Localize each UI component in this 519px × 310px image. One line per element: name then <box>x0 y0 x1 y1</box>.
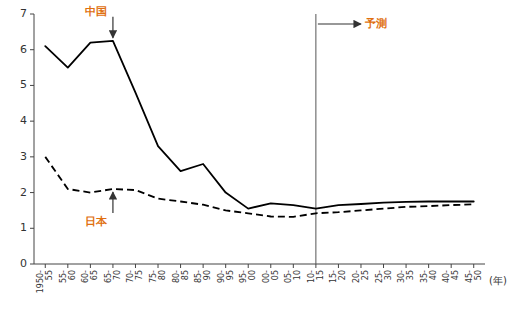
x-tick-label: 40-45 <box>442 270 460 283</box>
y-tick-label: 0 <box>20 257 27 270</box>
x-tick-label: 20-25 <box>352 270 370 283</box>
y-tick <box>30 49 34 50</box>
series-label: 中国 <box>85 5 107 18</box>
y-tick-label: 7 <box>20 7 27 20</box>
label-arrow <box>112 17 113 38</box>
x-tick <box>203 264 204 268</box>
forecast-arrow <box>318 23 361 24</box>
x-tick-label: 75-80 <box>149 270 167 283</box>
x-tick-label: 70-75 <box>126 270 144 283</box>
x-tick-label: 00-05 <box>262 270 280 283</box>
x-axis: 1950-55 55-60 60-65 65-70 70-75 75-80 80-85 85-… <box>34 264 485 293</box>
y-tick <box>30 156 34 157</box>
series-labels: 中国日本 <box>85 5 113 228</box>
x-tick-label: 15-20 <box>329 270 347 283</box>
y-tick <box>30 264 34 265</box>
annotation: 予測 <box>364 17 387 30</box>
x-tick-label: 45-50 <box>465 270 483 283</box>
x-tick-label: 80-85 <box>172 270 190 283</box>
x-tick-label: 95-00 <box>239 270 257 283</box>
x-tick <box>406 264 407 268</box>
x-tick <box>360 264 361 268</box>
x-tick-label: 60-65 <box>81 270 99 283</box>
x-tick-label: 35-40 <box>420 270 438 283</box>
x-tick <box>225 264 226 268</box>
x-tick-label: 10-15 <box>307 270 325 283</box>
x-tick <box>451 264 452 268</box>
x-tick <box>293 264 294 268</box>
x-tick <box>338 264 339 268</box>
x-tick-label: 05-10 <box>284 270 302 283</box>
x-tick <box>90 264 91 268</box>
y-tick-label: 1 <box>20 221 27 234</box>
x-tick-label: 85-90 <box>194 270 212 283</box>
x-tick-label: 30-35 <box>397 270 415 283</box>
label-arrow <box>112 192 113 213</box>
x-tick <box>473 264 474 268</box>
x-tick <box>383 264 384 268</box>
y-tick-label: 2 <box>20 186 27 199</box>
y-tick-label: 6 <box>20 43 27 56</box>
y-tick-label: 5 <box>20 78 27 91</box>
x-axis-label: (年) <box>489 275 507 286</box>
x-tick-label: 55-60 <box>59 270 77 283</box>
y-tick-label: 3 <box>20 150 27 163</box>
y-axis-line <box>34 14 35 264</box>
x-axis-line <box>34 264 485 265</box>
y-tick <box>30 121 34 122</box>
y-axis: 0 1 2 3 4 5 6 7 <box>20 7 34 270</box>
series-label: 日本 <box>85 215 108 228</box>
x-tick <box>180 264 181 268</box>
x-tick-label: 90-95 <box>217 270 235 283</box>
x-tick <box>248 264 249 268</box>
x-tick <box>315 264 316 268</box>
y-tick <box>30 192 34 193</box>
x-tick <box>135 264 136 268</box>
y-tick <box>30 85 34 86</box>
x-tick <box>270 264 271 268</box>
x-tick <box>112 264 113 268</box>
plot-area <box>45 41 473 217</box>
x-tick <box>45 264 46 268</box>
x-tick-label: 65-70 <box>104 270 122 283</box>
x-tick <box>428 264 429 268</box>
chart: 0 1 2 3 4 5 6 7 1950-55 55-60 60-65 65-70 70-75 75-80… <box>0 0 519 310</box>
x-tick-label: 25-30 <box>375 270 393 283</box>
forecast-line <box>315 14 316 264</box>
x-tick <box>67 264 68 268</box>
series-line <box>45 157 473 217</box>
x-tick-label: 1950-55 <box>36 270 54 293</box>
y-tick <box>30 228 34 229</box>
series-line <box>45 41 473 209</box>
y-tick <box>30 14 34 15</box>
x-tick <box>158 264 159 268</box>
y-tick-label: 4 <box>20 114 27 127</box>
